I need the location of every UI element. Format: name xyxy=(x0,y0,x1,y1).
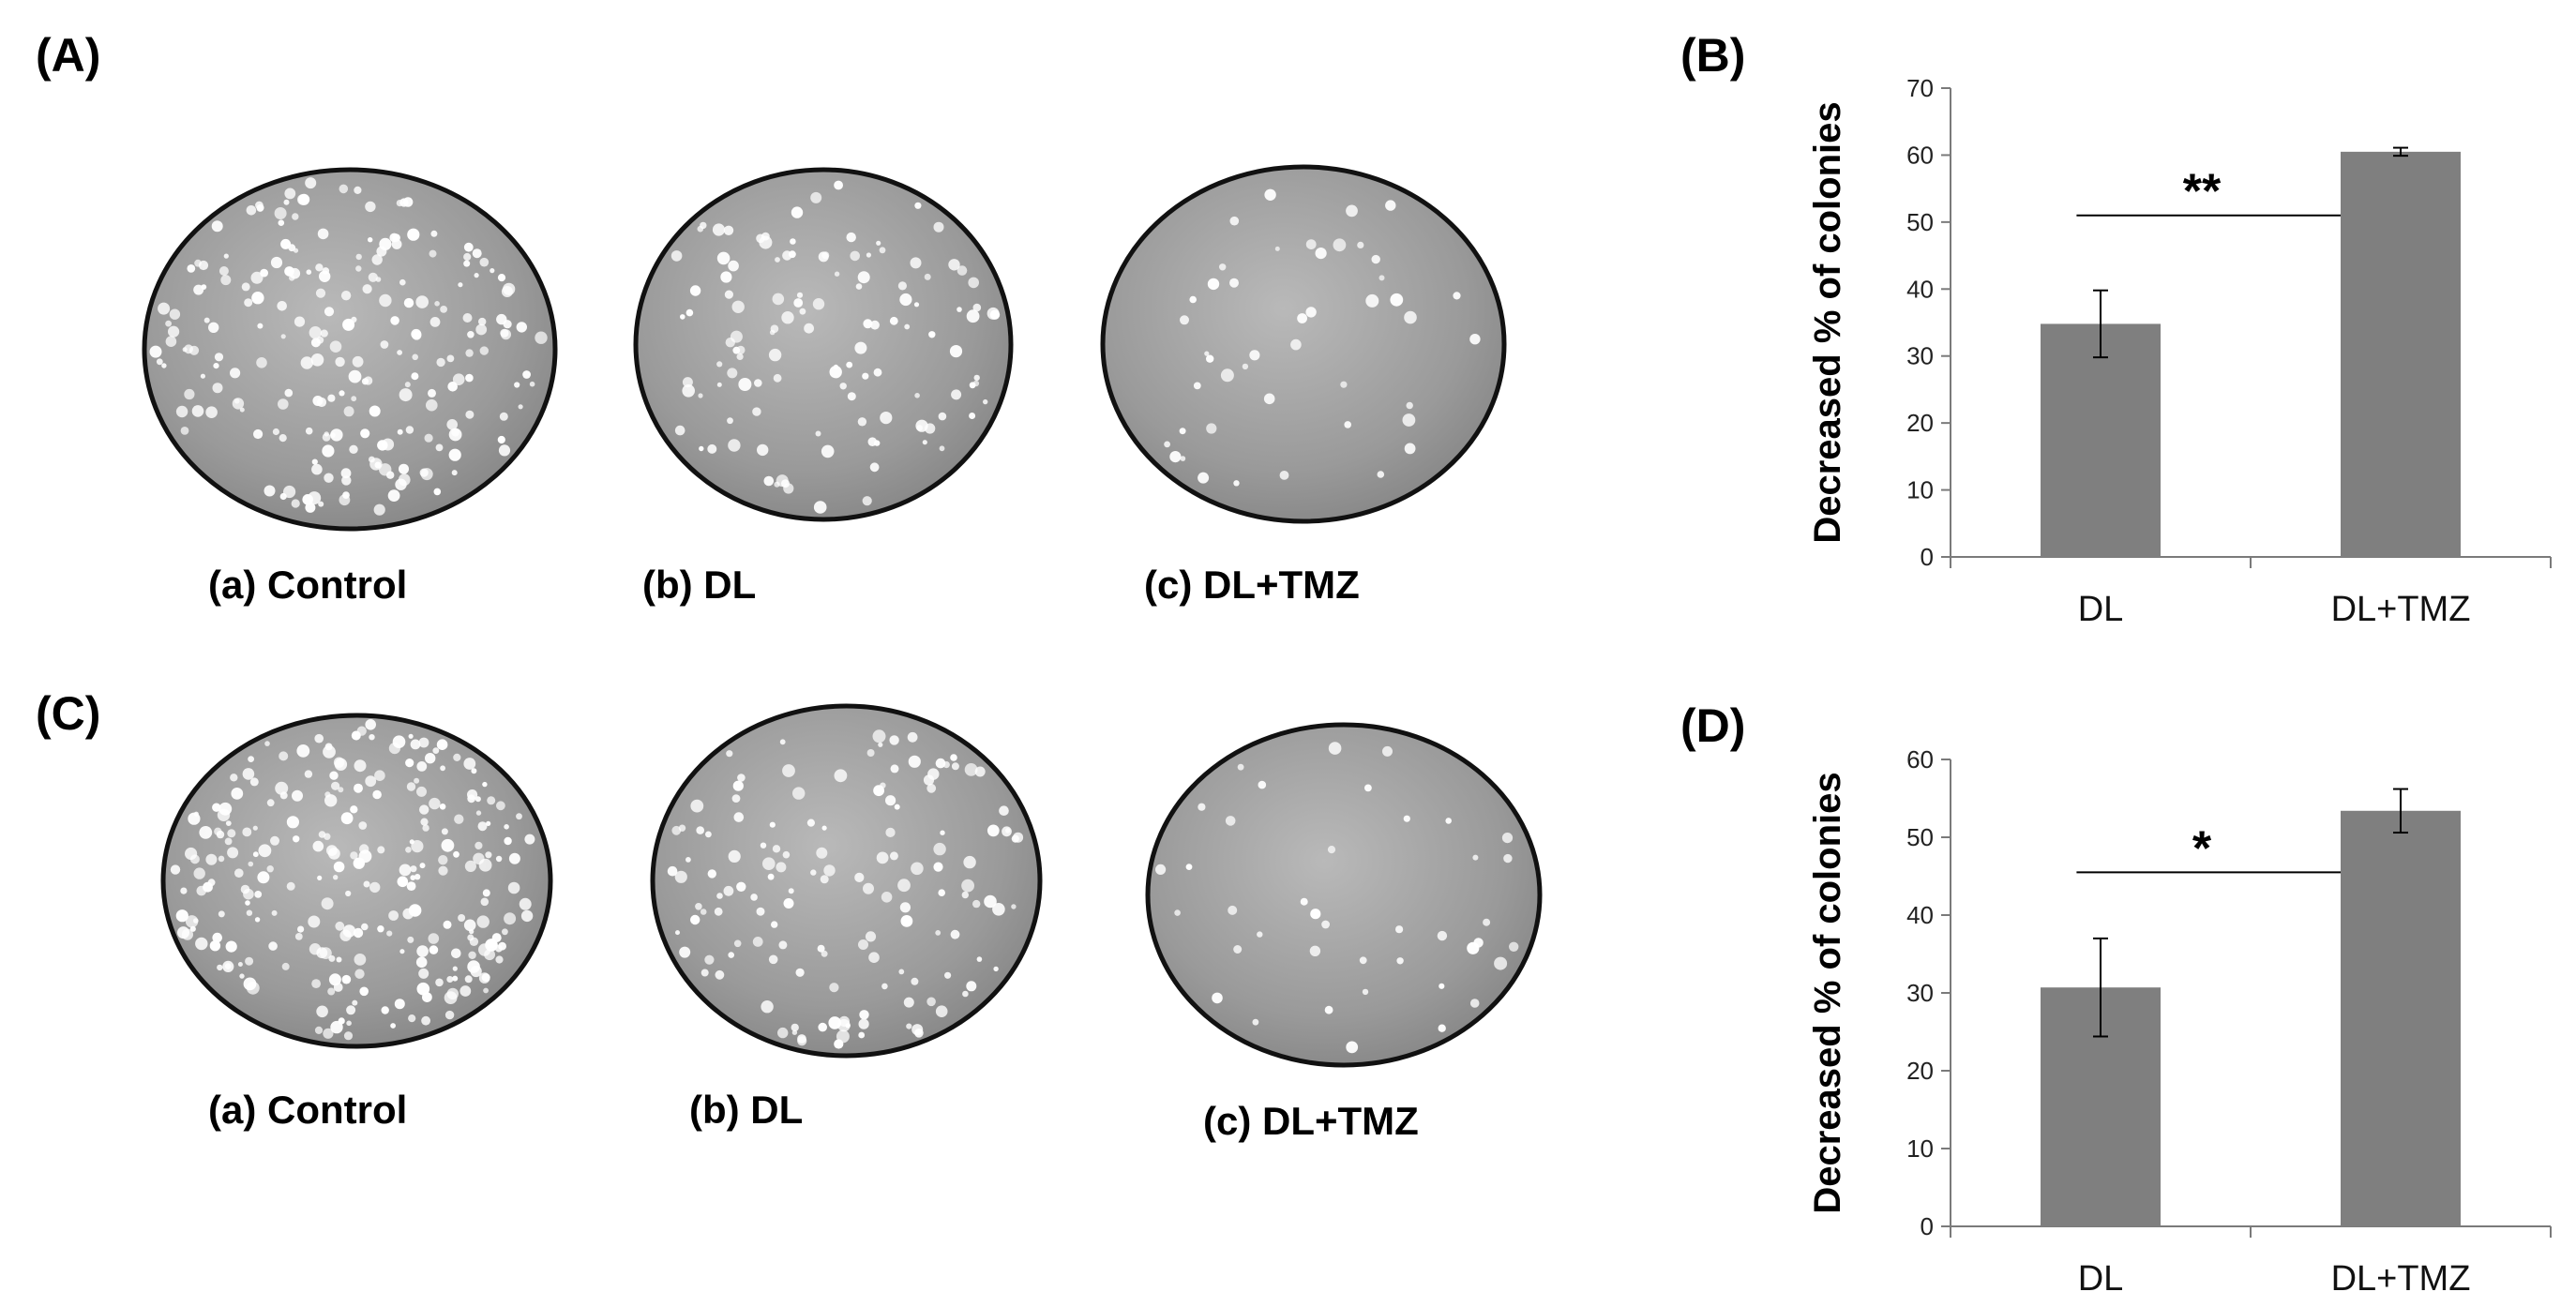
panel-label-c: (C) xyxy=(36,687,101,740)
plate-rim xyxy=(1145,722,1543,1068)
panel-label-a: (A) xyxy=(36,29,101,82)
plate-background xyxy=(1148,725,1540,1065)
plate-background xyxy=(163,715,550,1046)
panel-label-d: (D) xyxy=(1680,699,1746,752)
y-tick-label: 60 xyxy=(1906,141,1934,169)
y-tick-label: 60 xyxy=(1906,745,1934,774)
plate-background xyxy=(1103,167,1504,521)
plate-rim xyxy=(1100,164,1507,524)
y-tick-label: 20 xyxy=(1906,1057,1934,1085)
y-tick-label: 0 xyxy=(1921,1212,1934,1240)
bar-dl-tmz xyxy=(2341,810,2461,1226)
plate-rim xyxy=(650,703,1043,1059)
x-category-label: DL xyxy=(2078,1259,2124,1299)
plate-background xyxy=(653,706,1040,1056)
x-category-label: DL+TMZ xyxy=(2331,590,2471,629)
plate-label-c-control: (a) Control xyxy=(208,1088,408,1132)
y-tick-label: 30 xyxy=(1906,342,1934,370)
x-category-label: DL+TMZ xyxy=(2331,1259,2471,1299)
panel-label-b: (B) xyxy=(1680,29,1746,82)
y-axis-label: Decreased % of colonies xyxy=(1807,772,1848,1213)
colony-dots xyxy=(170,719,535,1041)
plate-rim xyxy=(633,167,1014,522)
plate-label-a-dl: (b) DL xyxy=(642,563,757,607)
y-tick-label: 40 xyxy=(1906,901,1934,929)
colony-plate-a-dl xyxy=(633,167,1014,522)
colony-plate-c-dltmz xyxy=(1145,722,1543,1068)
colony-dots xyxy=(149,177,548,516)
bar-dl xyxy=(2041,323,2161,557)
y-tick-label: 50 xyxy=(1906,823,1934,851)
y-tick-label: 30 xyxy=(1906,979,1934,1007)
colony-plate-a-control xyxy=(142,167,558,532)
plate-label-a-control: (a) Control xyxy=(208,563,408,607)
colony-plate-c-control xyxy=(160,713,553,1049)
colony-dots xyxy=(670,180,1001,514)
plate-rim xyxy=(160,713,553,1049)
bar-chart-d: Decreased % of colonies 0 10 20 30 40 50 60 DL DL… xyxy=(1807,745,2552,1299)
plate-label-c-dl: (b) DL xyxy=(689,1088,804,1132)
bar-dl-tmz xyxy=(2341,151,2461,557)
plate-rim xyxy=(142,167,558,532)
plate-label-c-dltmz: (c) DL+TMZ xyxy=(1203,1099,1419,1143)
y-tick-label: 20 xyxy=(1906,409,1934,437)
bar-chart-b: Decreased % of colonies 0 10 20 30 40 50 60 70 DL… xyxy=(1807,74,2552,629)
y-tick-label: 40 xyxy=(1906,275,1934,303)
x-category-label: DL xyxy=(2078,590,2124,629)
y-tick-label: 50 xyxy=(1906,208,1934,236)
y-axis-label: Decreased % of colonies xyxy=(1807,101,1848,543)
significance-label: ** xyxy=(2183,165,2222,219)
y-tick-label: 70 xyxy=(1906,74,1934,102)
significance-label: * xyxy=(2192,821,2212,876)
y-tick-label: 10 xyxy=(1906,476,1934,504)
colony-plate-a-dltmz xyxy=(1100,164,1507,524)
y-tick-label: 10 xyxy=(1906,1134,1934,1163)
plate-label-a-dltmz: (c) DL+TMZ xyxy=(1144,563,1360,607)
y-tick-label: 0 xyxy=(1921,543,1934,571)
colony-dots xyxy=(1155,742,1519,1054)
colony-dots xyxy=(1164,188,1481,487)
colony-dots xyxy=(667,729,1024,1049)
colony-plate-c-dl xyxy=(650,703,1043,1059)
